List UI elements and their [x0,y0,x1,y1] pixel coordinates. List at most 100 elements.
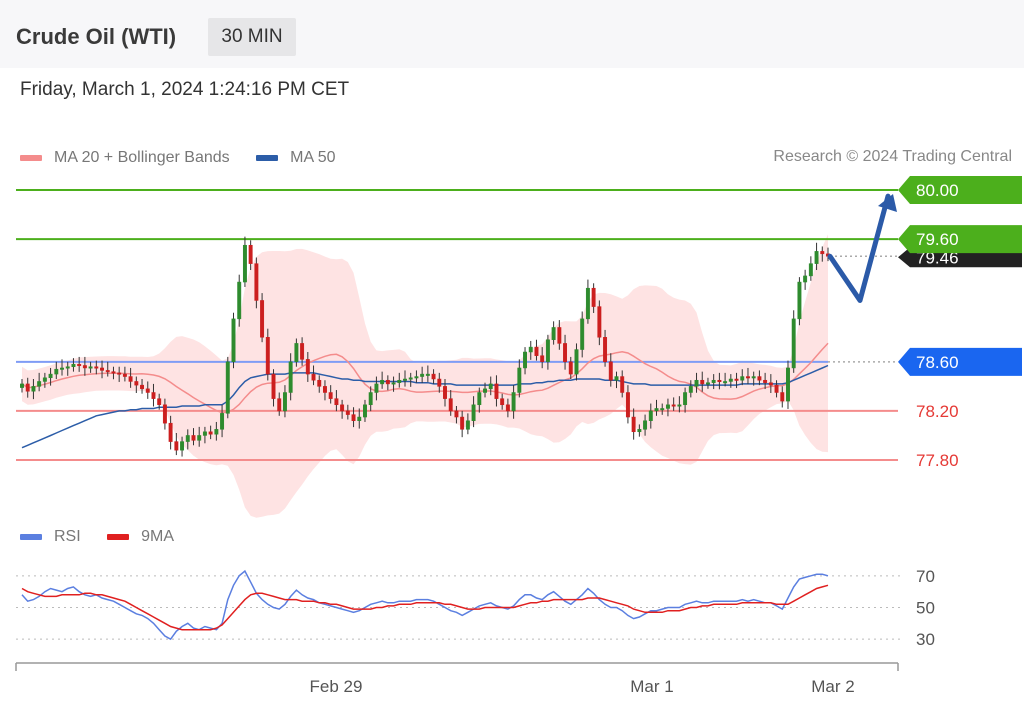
legend-swatch-rsi [20,534,42,540]
candle-body [728,378,733,382]
candle-body [225,361,230,414]
candle-body [774,384,779,393]
candle-body [660,408,665,411]
candle-body [791,318,796,369]
timeframe-button[interactable]: 30 MIN [208,18,296,56]
legend-swatch-ma50 [256,155,279,161]
rsi-tick-label-50: 50 [916,599,935,618]
candle-body [780,392,785,402]
candle-body [351,414,356,421]
candle-body [665,404,670,409]
candle-body [448,398,453,412]
candle-body [363,404,367,418]
candle-body [808,263,813,277]
candle-body [100,367,104,371]
candle-body [528,346,533,353]
candle-body [620,376,625,393]
x-tick-label: Mar 1 [630,677,673,696]
candle-body [545,339,550,363]
candle-body [122,373,127,377]
legend-item-ma50: MA 50 [256,149,335,167]
candle-body [557,327,562,344]
moving-averages [21,342,829,449]
candle-body [111,371,116,374]
candle-body [31,386,36,392]
candle-body [425,373,430,376]
legend-swatch-ma20 [20,155,42,161]
instrument-title: Crude Oil (WTI) [16,24,177,49]
candle-body [248,244,253,264]
rsi-line [21,569,829,641]
legend-label-9ma: 9MA [141,528,175,545]
legend-item-ma20: MA 20 + Bollinger Bands [20,149,230,167]
candle-body [385,379,390,385]
timestamp: Friday, March 1, 2024 1:24:16 PM CET [20,79,350,100]
scenario-arrow [827,193,897,303]
candle-body [585,287,590,320]
x-axis: Feb 29 Mar 1 Mar 2 [15,662,899,696]
candle-body [608,361,613,381]
candle-body [500,398,505,406]
x-tick-label: Feb 29 [310,677,363,696]
rsi-tick-label-70: 70 [916,567,935,586]
candle-body [368,392,373,406]
candle-body [191,435,196,441]
level-label-78.60: 78.60 [916,353,959,372]
legend-label-ma20: MA 20 + Bollinger Bands [54,149,230,166]
candle-body [197,435,202,441]
candle-body [797,281,802,320]
candle-body [534,346,539,356]
candle-body [208,431,213,435]
rsi-panel: 70 50 30 [16,567,935,649]
candle-body [551,327,556,340]
candle-body [705,382,710,385]
x-tick-label: Mar 2 [811,677,854,696]
candle-body [523,351,528,369]
candle-body [414,376,419,379]
rsi-legend: RSI 9MA [20,527,196,546]
candle-body [477,392,482,406]
candle-body [694,379,699,387]
candle-body [20,383,24,388]
candle-body [471,404,476,421]
scenario-arrow-head [878,194,897,212]
candle-body [94,366,99,369]
candle-body [105,370,110,373]
candle-body [237,281,242,320]
candle-body [231,318,236,363]
candle-body [340,404,345,412]
candle-body [683,392,688,406]
candle-body [214,429,219,435]
candle-body [345,410,350,415]
candle-body [814,251,819,264]
candle-body [603,337,608,363]
candle-body [300,343,305,360]
candle-body [688,386,693,393]
candle-body [317,379,322,387]
bollinger-bands [22,234,828,518]
candle-body [71,364,76,367]
legend-label-ma50: MA 50 [290,149,336,166]
candle-body [180,441,185,451]
legend-item-rsi: RSI [20,528,81,546]
candle-body [563,343,568,363]
candle-body [460,416,465,430]
candle-body [397,379,402,383]
candle-body [305,359,310,375]
candle-body [128,376,133,382]
candle-body [517,367,522,393]
candle-body [751,376,756,379]
candle-body [134,381,139,386]
scenario-arrow-line [827,193,891,303]
ma50-line [21,364,829,449]
level-tag-80.00 [898,176,1022,204]
candle-body [77,364,82,367]
candle-body [168,422,173,442]
candle-body [643,420,648,430]
candle-body [568,361,573,375]
candle-body [202,431,207,436]
candle-body [334,398,339,406]
candle-body [763,379,768,383]
